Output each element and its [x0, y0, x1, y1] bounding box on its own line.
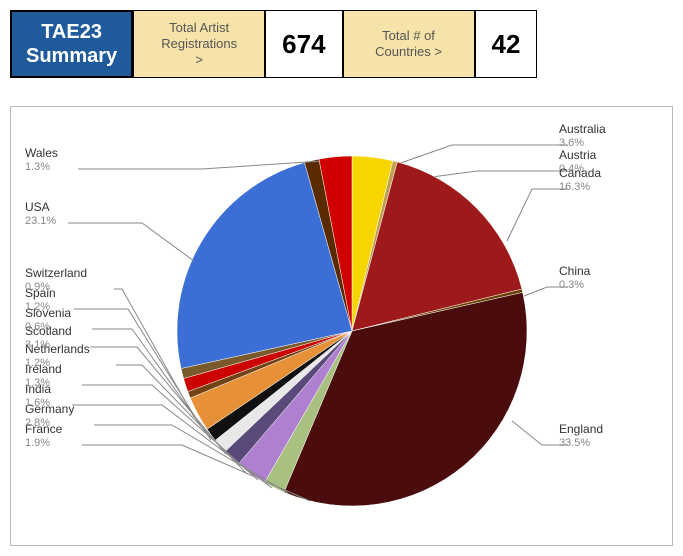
slice-label-name: Austria	[559, 149, 596, 163]
slice-label-pct: 1.3%	[25, 377, 62, 390]
slice-label-pct: 0.3%	[559, 279, 590, 292]
slice-label-pct: 1.3%	[25, 161, 58, 174]
stat2-value: 42	[475, 10, 538, 78]
stat1-value: 674	[265, 10, 342, 78]
stat2-label: Total # of Countries >	[343, 10, 475, 78]
leader-line	[392, 145, 568, 166]
slice-label-pct: 1.9%	[25, 437, 62, 450]
slice-label-canada: Canada16.3%	[559, 167, 601, 193]
slice-label-switzerland: Switzerland0.9%	[25, 267, 87, 293]
slice-label-usa: USA23.1%	[25, 201, 56, 227]
leader-line	[417, 171, 568, 179]
slice-label-china: China0.3%	[559, 265, 590, 291]
slice-label-pct: 2.8%	[25, 417, 74, 430]
leader-line	[507, 189, 568, 241]
slice-label-pct: 0.6%	[25, 321, 71, 334]
slice-label-pct: 16.3%	[559, 181, 601, 194]
slice-label-australia: Australia3.6%	[559, 123, 606, 149]
slice-label-name: China	[559, 265, 590, 279]
slice-label-pct: 0.9%	[25, 281, 87, 294]
slice-label-england: England33.5%	[559, 423, 603, 449]
slice-label-name: England	[559, 423, 603, 437]
slice-label-wales: Wales1.3%	[25, 147, 58, 173]
slice-label-pct: 1.6%	[25, 397, 51, 410]
slice-label-name: USA	[25, 201, 56, 215]
leader-line	[68, 223, 194, 261]
pie-chart-container: Australia3.6%Austria0.4%Canada16.3%China…	[10, 106, 673, 546]
slice-label-name: Australia	[559, 123, 606, 137]
title-line2: Summary	[26, 44, 117, 68]
slice-label-pct: 1.2%	[25, 357, 90, 370]
slice-label-name: Switzerland	[25, 267, 87, 281]
title-line1: TAE23	[26, 20, 117, 44]
slice-label-name: Canada	[559, 167, 601, 181]
slice-label-pct: 1.2%	[25, 301, 56, 314]
stat1-label: Total Artist Registrations >	[133, 10, 265, 78]
leader-line	[78, 161, 322, 169]
slice-label-pct: 23.1%	[25, 215, 56, 228]
slice-label-pct: 3.1%	[25, 339, 72, 352]
slice-label-pct: 33.5%	[559, 437, 603, 450]
summary-header: TAE23 Summary Total Artist Registrations…	[10, 10, 673, 78]
slice-label-name: Wales	[25, 147, 58, 161]
summary-title: TAE23 Summary	[10, 10, 133, 78]
